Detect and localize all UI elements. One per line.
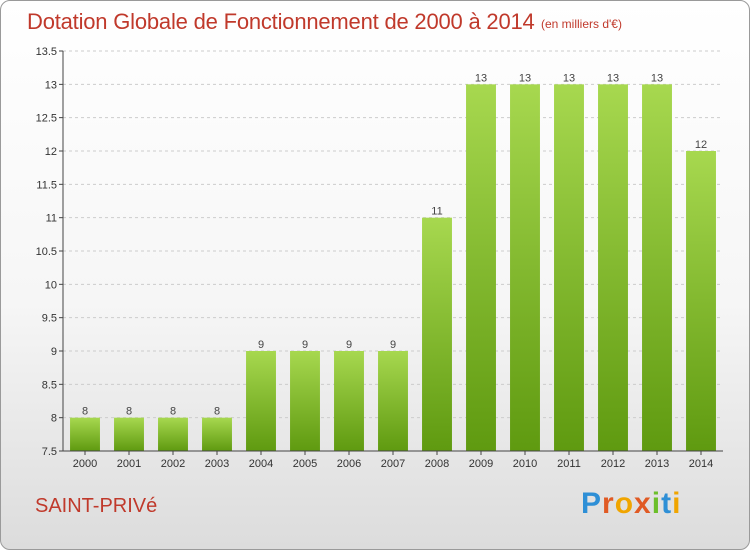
bar-2004[interactable] [246, 351, 276, 451]
y-tick-label: 9.5 [42, 313, 57, 325]
x-tick-label: 2001 [117, 458, 141, 470]
bar-2005[interactable] [290, 351, 320, 451]
x-tick-label: 2005 [293, 458, 317, 470]
bar-2000[interactable] [70, 417, 100, 451]
x-tick-label: 2007 [381, 458, 405, 470]
bar-value-label: 9 [258, 339, 264, 351]
x-tick-label: 2006 [337, 458, 361, 470]
bar-value-label: 9 [302, 339, 308, 351]
bar-2014[interactable] [686, 151, 716, 451]
chart-unit: (en milliers d'€) [541, 17, 622, 31]
bar-2010[interactable] [510, 84, 540, 451]
y-tick-label: 10.5 [36, 246, 57, 258]
x-tick-label: 2012 [601, 458, 625, 470]
x-tick-label: 2003 [205, 458, 229, 470]
bar-value-label: 9 [390, 339, 396, 351]
bar-2001[interactable] [114, 417, 144, 451]
y-tick-label: 11 [46, 213, 57, 225]
y-tick-label: 12 [45, 146, 57, 158]
y-tick-label: 12.5 [36, 113, 57, 125]
x-tick-label: 2000 [73, 458, 97, 470]
bar-value-label: 8 [82, 406, 88, 418]
proxiti-logo[interactable]: Proxiti [581, 487, 682, 520]
commune-name: SAINT-PRIVé [35, 495, 158, 517]
y-tick-label: 8 [51, 413, 57, 425]
bar-value-label: 13 [475, 72, 487, 84]
x-tick-label: 2014 [689, 458, 713, 470]
bar-2006[interactable] [334, 351, 364, 451]
x-tick-label: 2002 [161, 458, 185, 470]
bar-value-label: 12 [695, 139, 707, 151]
bar-value-label: 13 [651, 72, 663, 84]
y-tick-label: 11.5 [36, 179, 57, 191]
bar-2008[interactable] [422, 217, 452, 451]
bar-value-label: 9 [346, 339, 352, 351]
x-tick-label: 2013 [645, 458, 669, 470]
bar-2012[interactable] [598, 84, 628, 451]
bar-value-label: 8 [126, 406, 132, 418]
bar-value-label: 8 [214, 406, 220, 418]
bar-2013[interactable] [642, 84, 672, 451]
chart-title: Dotation Globale de Fonctionnement de 20… [27, 9, 535, 34]
x-tick-label: 2010 [513, 458, 537, 470]
bar-2011[interactable] [554, 84, 584, 451]
x-tick-label: 2008 [425, 458, 449, 470]
bar-value-label: 13 [563, 72, 575, 84]
y-tick-label: 13.5 [36, 46, 57, 58]
x-tick-label: 2009 [469, 458, 493, 470]
bar-2009[interactable] [466, 84, 496, 451]
x-tick-label: 2004 [249, 458, 273, 470]
x-tick-label: 2011 [557, 458, 581, 470]
bar-value-label: 13 [607, 72, 619, 84]
bar-2002[interactable] [158, 417, 188, 451]
bar-value-label: 11 [431, 206, 442, 218]
bar-2003[interactable] [202, 417, 232, 451]
y-tick-label: 7.5 [42, 446, 57, 458]
y-tick-label: 8.5 [42, 379, 57, 391]
bar-value-label: 8 [170, 406, 176, 418]
bar-2007[interactable] [378, 351, 408, 451]
bar-value-label: 13 [519, 72, 531, 84]
y-tick-label: 13 [45, 79, 57, 91]
y-tick-label: 9 [51, 346, 57, 358]
y-tick-label: 10 [45, 279, 57, 291]
